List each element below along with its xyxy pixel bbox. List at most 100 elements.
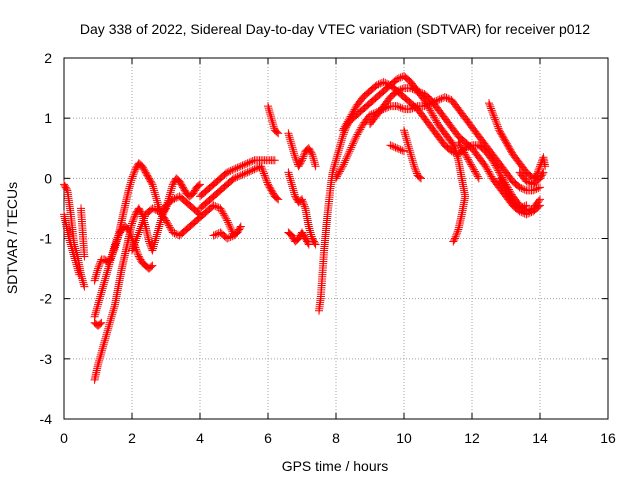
data-point bbox=[148, 182, 157, 191]
data-point bbox=[67, 244, 76, 253]
data-point bbox=[62, 184, 71, 193]
data-point bbox=[532, 184, 541, 193]
data-point bbox=[433, 118, 442, 127]
data-point bbox=[449, 237, 458, 246]
data-point bbox=[464, 155, 473, 164]
data-point bbox=[168, 182, 177, 191]
data-point bbox=[462, 151, 471, 160]
data-point bbox=[128, 246, 136, 255]
data-point bbox=[534, 184, 543, 193]
data-point bbox=[109, 304, 118, 313]
data-point bbox=[233, 172, 242, 181]
data-point bbox=[274, 195, 283, 204]
data-point bbox=[69, 250, 78, 259]
x-tick-label: 2 bbox=[128, 430, 136, 446]
data-point bbox=[101, 334, 110, 343]
data-point bbox=[298, 154, 307, 163]
data-point bbox=[129, 242, 138, 251]
data-point bbox=[343, 152, 352, 161]
data-point bbox=[257, 162, 266, 171]
data-point bbox=[356, 125, 365, 134]
data-point bbox=[358, 121, 367, 130]
data-point bbox=[393, 87, 402, 96]
data-point bbox=[489, 109, 498, 118]
data-point bbox=[261, 174, 270, 183]
data-point bbox=[288, 143, 297, 152]
data-point bbox=[152, 232, 161, 241]
data-point bbox=[505, 193, 514, 202]
series-arc4 bbox=[90, 192, 204, 384]
data-point bbox=[154, 226, 163, 235]
data-point bbox=[366, 111, 374, 120]
data-point bbox=[93, 302, 102, 311]
data-point bbox=[357, 123, 366, 132]
data-point bbox=[128, 244, 137, 253]
data-point bbox=[426, 106, 435, 115]
data-point bbox=[453, 229, 462, 238]
data-point bbox=[307, 230, 316, 239]
data-point bbox=[103, 268, 112, 277]
data-point bbox=[354, 128, 363, 137]
data-point bbox=[393, 75, 402, 84]
data-point bbox=[235, 163, 244, 172]
series-arc11 bbox=[196, 162, 283, 213]
data-point bbox=[102, 270, 111, 279]
data-point bbox=[465, 157, 474, 166]
series-arc3 bbox=[77, 204, 89, 261]
data-point bbox=[284, 170, 293, 179]
data-point bbox=[499, 181, 508, 190]
data-point bbox=[139, 216, 148, 225]
data-point bbox=[494, 124, 503, 133]
data-point bbox=[372, 81, 381, 90]
data-point bbox=[111, 243, 119, 252]
data-point bbox=[211, 202, 220, 211]
data-point bbox=[128, 219, 136, 228]
data-point bbox=[261, 173, 270, 182]
data-point bbox=[91, 274, 100, 283]
data-point bbox=[287, 141, 296, 150]
data-point bbox=[265, 106, 274, 115]
data-point bbox=[344, 149, 353, 158]
data-point bbox=[415, 87, 424, 96]
data-point bbox=[290, 149, 299, 158]
data-point bbox=[126, 180, 135, 189]
data-point bbox=[73, 264, 82, 273]
data-point bbox=[342, 154, 351, 163]
data-point bbox=[393, 102, 402, 111]
data-point bbox=[92, 306, 101, 315]
data-point bbox=[129, 170, 138, 179]
data-point bbox=[99, 282, 108, 291]
data-point bbox=[94, 298, 103, 307]
data-point bbox=[401, 132, 410, 141]
data-point bbox=[137, 220, 146, 229]
data-point bbox=[379, 78, 388, 87]
data-point bbox=[522, 177, 531, 186]
data-point bbox=[348, 141, 357, 150]
data-point bbox=[104, 322, 113, 331]
data-point bbox=[308, 152, 317, 161]
series-arc9 bbox=[196, 156, 279, 201]
data-point bbox=[349, 107, 358, 116]
data-point bbox=[134, 250, 143, 259]
data-point bbox=[376, 79, 385, 88]
data-point bbox=[70, 254, 79, 263]
x-tick-label: 12 bbox=[464, 430, 480, 446]
data-point bbox=[451, 232, 460, 241]
data-point bbox=[335, 144, 344, 153]
data-point bbox=[72, 260, 81, 269]
data-point bbox=[109, 247, 118, 256]
data-point bbox=[498, 179, 507, 188]
data-point bbox=[103, 266, 112, 275]
data-point bbox=[148, 261, 157, 270]
data-point bbox=[501, 184, 510, 193]
data-point bbox=[423, 100, 432, 109]
data-point bbox=[466, 158, 475, 167]
data-point bbox=[410, 164, 419, 173]
data-point bbox=[311, 160, 320, 169]
data-point bbox=[140, 212, 149, 221]
data-point bbox=[409, 158, 418, 167]
data-point bbox=[483, 165, 492, 174]
data-point bbox=[80, 252, 89, 261]
data-point bbox=[259, 167, 268, 176]
data-point bbox=[165, 192, 174, 201]
